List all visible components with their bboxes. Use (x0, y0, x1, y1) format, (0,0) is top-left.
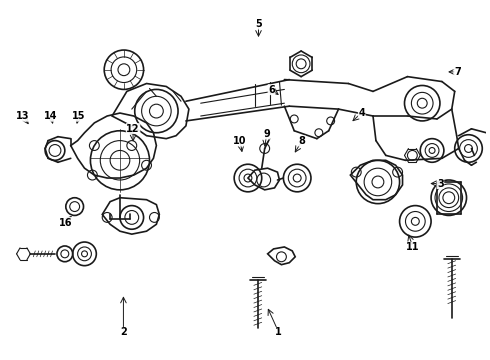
Text: 11: 11 (406, 242, 419, 252)
Text: 10: 10 (233, 136, 247, 146)
Text: 4: 4 (358, 108, 365, 118)
Text: 1: 1 (275, 327, 282, 337)
Text: 13: 13 (16, 111, 30, 121)
Text: 15: 15 (72, 111, 85, 121)
Text: 2: 2 (120, 327, 127, 337)
Text: 16: 16 (59, 217, 73, 228)
Text: 14: 14 (44, 111, 58, 121)
Text: 12: 12 (126, 123, 140, 134)
Text: 8: 8 (298, 136, 305, 146)
Text: 9: 9 (263, 129, 270, 139)
Text: 5: 5 (255, 19, 262, 29)
Text: 7: 7 (454, 67, 461, 77)
Text: 3: 3 (437, 179, 444, 189)
Text: 6: 6 (268, 85, 275, 95)
